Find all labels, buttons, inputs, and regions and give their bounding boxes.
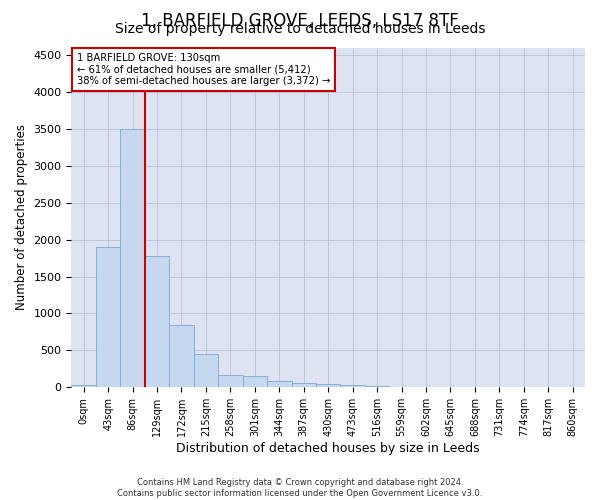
- Bar: [145, 256, 169, 388]
- Bar: [121, 129, 145, 388]
- Text: Size of property relative to detached houses in Leeds: Size of property relative to detached ho…: [115, 22, 485, 36]
- Text: 1 BARFIELD GROVE: 130sqm
← 61% of detached houses are smaller (5,412)
38% of sem: 1 BARFIELD GROVE: 130sqm ← 61% of detach…: [77, 52, 330, 86]
- Bar: [389, 386, 414, 388]
- Bar: [96, 247, 121, 388]
- Bar: [169, 324, 194, 388]
- X-axis label: Distribution of detached houses by size in Leeds: Distribution of detached houses by size …: [176, 442, 480, 455]
- Bar: [316, 384, 340, 388]
- Bar: [218, 375, 242, 388]
- Bar: [242, 376, 267, 388]
- Text: Contains HM Land Registry data © Crown copyright and database right 2024.
Contai: Contains HM Land Registry data © Crown c…: [118, 478, 482, 498]
- Bar: [71, 385, 96, 388]
- Bar: [194, 354, 218, 388]
- Bar: [292, 383, 316, 388]
- Y-axis label: Number of detached properties: Number of detached properties: [15, 124, 28, 310]
- Bar: [267, 380, 292, 388]
- Bar: [365, 386, 389, 388]
- Bar: [340, 385, 365, 388]
- Text: 1, BARFIELD GROVE, LEEDS, LS17 8TF: 1, BARFIELD GROVE, LEEDS, LS17 8TF: [141, 12, 459, 30]
